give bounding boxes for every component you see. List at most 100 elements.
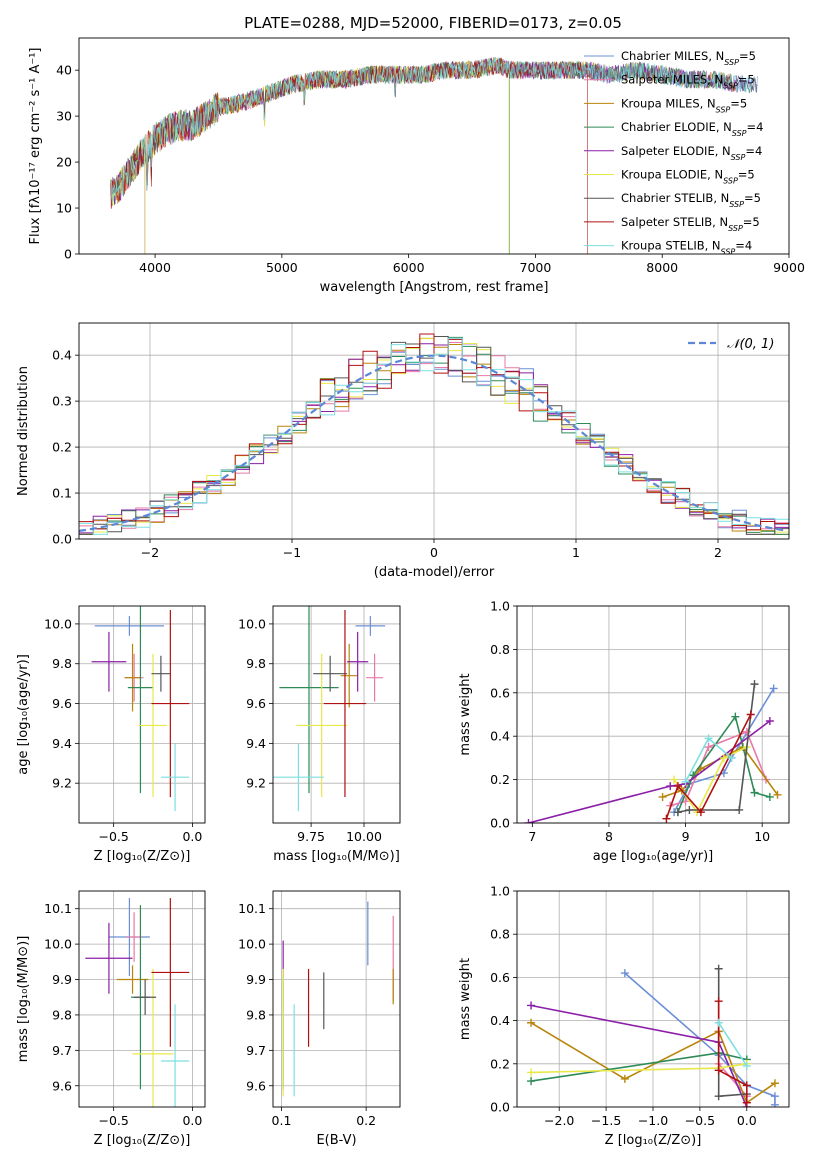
x-axis-label: age [log₁₀(age/yr)] (593, 849, 714, 864)
series-marker (685, 805, 694, 814)
x-tick-label: −0.5 (98, 1113, 128, 1128)
series-marker (714, 964, 723, 973)
series-marker (719, 753, 728, 762)
y-tick-label: 0.1 (52, 486, 72, 501)
series-line-7 (665, 714, 752, 819)
y-tick-label: 0.0 (490, 1100, 510, 1115)
series-marker (673, 782, 682, 791)
series-marker (742, 727, 751, 736)
legend-label: Kroupa ELODIE, NSSP=5 (621, 168, 755, 186)
series-marker (770, 1092, 779, 1101)
y-axis-label: mass [log₁₀(M/M⊙)] (16, 936, 31, 1063)
y-tick-label: 0.0 (490, 816, 510, 831)
y-tick-label: 0.6 (490, 685, 510, 700)
legend-label: Chabrier ELODIE, NSSP=4 (621, 120, 763, 138)
x-tick-label: 4000 (139, 260, 171, 275)
panel-weight-vs-Z: −2.0 −1.5 −1.0 −0.5 0.0 0.0 0.2 0.4 0.6 0.8 1.0 Z [… (458, 884, 790, 1148)
y-tick-label: 0.4 (490, 729, 510, 744)
x-tick-label: 6000 (393, 260, 425, 275)
y-tick-label: 10.0 (44, 937, 72, 952)
x-tick-label: 1 (572, 545, 580, 560)
x-tick-label: −1.0 (638, 1113, 668, 1128)
series-marker (673, 808, 682, 817)
y-tick-label: 9.4 (52, 736, 72, 751)
y-tick-label: 1.0 (490, 599, 510, 614)
series-marker (662, 814, 671, 823)
y-tick-label: 10.0 (238, 616, 266, 631)
histogram-8 (79, 337, 789, 535)
y-tick-label: 9.8 (52, 1007, 72, 1022)
series-marker (714, 1066, 723, 1075)
plot-area (110, 56, 758, 254)
plot-area (273, 606, 386, 812)
y-axis-label: Normed distribution (16, 366, 31, 496)
y-tick-label: 10.0 (44, 616, 72, 631)
histogram-7 (79, 333, 789, 531)
y-axis-label: mass weight (458, 673, 473, 755)
x-tick-label: 9.75 (297, 829, 325, 844)
legend-label: 𝒩(0, 1) (727, 337, 774, 352)
x-tick-label: −2 (141, 545, 159, 560)
x-tick-label: 9000 (773, 260, 805, 275)
panel-residuals: 𝒩(0, 1) −2 −1 0 1 2 0.0 0.1 0.2 0.3 0.4 (data-model… (16, 322, 790, 580)
y-tick-label: 10.1 (44, 901, 72, 916)
axes-frame (272, 605, 401, 824)
series-marker (527, 1068, 536, 1077)
y-tick-label: 0.8 (490, 927, 510, 942)
x-tick-label: 10.00 (346, 829, 382, 844)
legend-label: Chabrier STELIB, NSSP=5 (621, 191, 761, 209)
y-tick-label: 9.7 (246, 1043, 266, 1058)
x-tick-label: −1.5 (591, 1113, 621, 1128)
series-marker (765, 717, 774, 726)
y-tick-label: 9.6 (52, 1078, 72, 1093)
legend-label: Kroupa STELIB, NSSP=4 (621, 239, 752, 257)
series-marker (704, 743, 713, 752)
panel-spectrum: Chabrier MILES, NSSP=5 Salpeter MILES, NS… (28, 37, 805, 295)
series-marker (527, 1001, 536, 1010)
series-marker (696, 808, 705, 817)
spectrum-line-5 (110, 57, 511, 254)
y-tick-label: 0.6 (490, 970, 510, 985)
plot-area (527, 964, 779, 1107)
x-tick-label: −2.0 (544, 1113, 574, 1128)
y-tick-label: 0.4 (490, 1013, 510, 1028)
axes-frame (78, 890, 206, 1108)
plot-area (282, 901, 394, 1097)
series-marker (742, 1098, 751, 1107)
series-marker (714, 997, 723, 1006)
legend-label: Salpeter MILES, NSSP=5 (621, 73, 755, 91)
y-tick-label: 40 (56, 63, 72, 78)
x-tick-label: 0.0 (737, 1113, 757, 1128)
y-tick-label: 9.8 (246, 656, 266, 671)
series-marker (658, 792, 667, 801)
x-axis-label: E(B-V) (316, 1133, 356, 1148)
plot-area (85, 898, 190, 1107)
series-marker (731, 712, 740, 721)
plot-area (91, 606, 190, 812)
y-tick-label: 0.2 (490, 1056, 510, 1071)
x-tick-label: 0 (430, 545, 438, 560)
x-tick-label: −0.5 (98, 829, 128, 844)
panel-mass-vs-EBV: 0.1 0.2 9.6 9.7 9.8 9.9 10.0 10.1 E(B-V) (238, 890, 401, 1148)
y-tick-label: 0.2 (52, 440, 72, 455)
y-tick-label: 0 (64, 247, 72, 262)
series-marker (681, 777, 690, 786)
x-axis-label: Z [log₁₀(Z/Z⊙)] (605, 1133, 702, 1148)
series-marker (750, 788, 759, 797)
x-tick-label: 10 (754, 829, 770, 844)
series-marker (670, 775, 679, 784)
series-marker (714, 1092, 723, 1101)
y-tick-label: 9.6 (246, 696, 266, 711)
series-marker (620, 969, 629, 978)
series-line-8 (718, 1022, 748, 1067)
axes-frame (78, 605, 206, 824)
series-marker (527, 1077, 536, 1086)
plot-area (524, 680, 782, 823)
series-marker (527, 1018, 536, 1027)
y-tick-label: 9.9 (52, 972, 72, 987)
y-tick-label: 9.8 (246, 1007, 266, 1022)
x-tick-label: 0.0 (182, 1113, 202, 1128)
x-tick-label: 2 (714, 545, 722, 560)
legend-label: Salpeter STELIB, NSSP=5 (621, 215, 760, 233)
